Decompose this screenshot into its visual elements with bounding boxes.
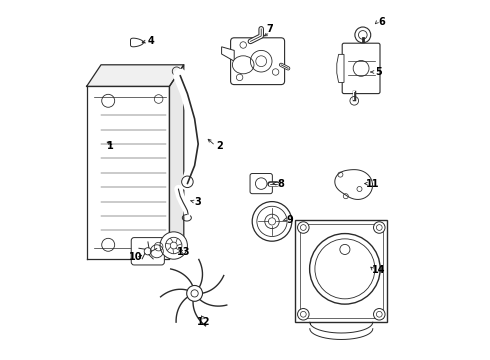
Text: 6: 6 xyxy=(378,17,385,27)
Bar xyxy=(295,220,387,322)
Text: 12: 12 xyxy=(197,317,210,327)
Text: 7: 7 xyxy=(267,24,273,34)
Polygon shape xyxy=(335,170,372,199)
Circle shape xyxy=(373,222,385,233)
Circle shape xyxy=(160,232,187,259)
Circle shape xyxy=(187,285,202,301)
Text: 1: 1 xyxy=(107,141,113,151)
Circle shape xyxy=(297,309,309,320)
Circle shape xyxy=(297,222,309,233)
FancyBboxPatch shape xyxy=(250,174,272,194)
Polygon shape xyxy=(170,65,184,259)
Text: 11: 11 xyxy=(366,179,380,189)
Bar xyxy=(300,224,383,318)
Circle shape xyxy=(340,244,350,255)
FancyBboxPatch shape xyxy=(131,238,164,265)
Polygon shape xyxy=(337,54,344,82)
Circle shape xyxy=(252,202,292,241)
Polygon shape xyxy=(87,65,184,86)
Text: 9: 9 xyxy=(287,215,294,225)
Polygon shape xyxy=(221,47,234,61)
Polygon shape xyxy=(87,86,170,259)
FancyBboxPatch shape xyxy=(342,43,380,94)
Text: 13: 13 xyxy=(177,247,191,257)
Text: 10: 10 xyxy=(128,252,142,262)
FancyBboxPatch shape xyxy=(231,38,285,85)
Text: 4: 4 xyxy=(148,36,155,46)
Bar xyxy=(295,220,387,322)
Text: 8: 8 xyxy=(277,179,284,189)
Circle shape xyxy=(310,234,380,304)
Circle shape xyxy=(373,309,385,320)
Circle shape xyxy=(355,27,371,43)
Ellipse shape xyxy=(232,56,254,74)
Text: 3: 3 xyxy=(195,197,201,207)
Text: 2: 2 xyxy=(217,141,223,151)
Text: 5: 5 xyxy=(375,67,382,77)
Text: 14: 14 xyxy=(371,265,385,275)
